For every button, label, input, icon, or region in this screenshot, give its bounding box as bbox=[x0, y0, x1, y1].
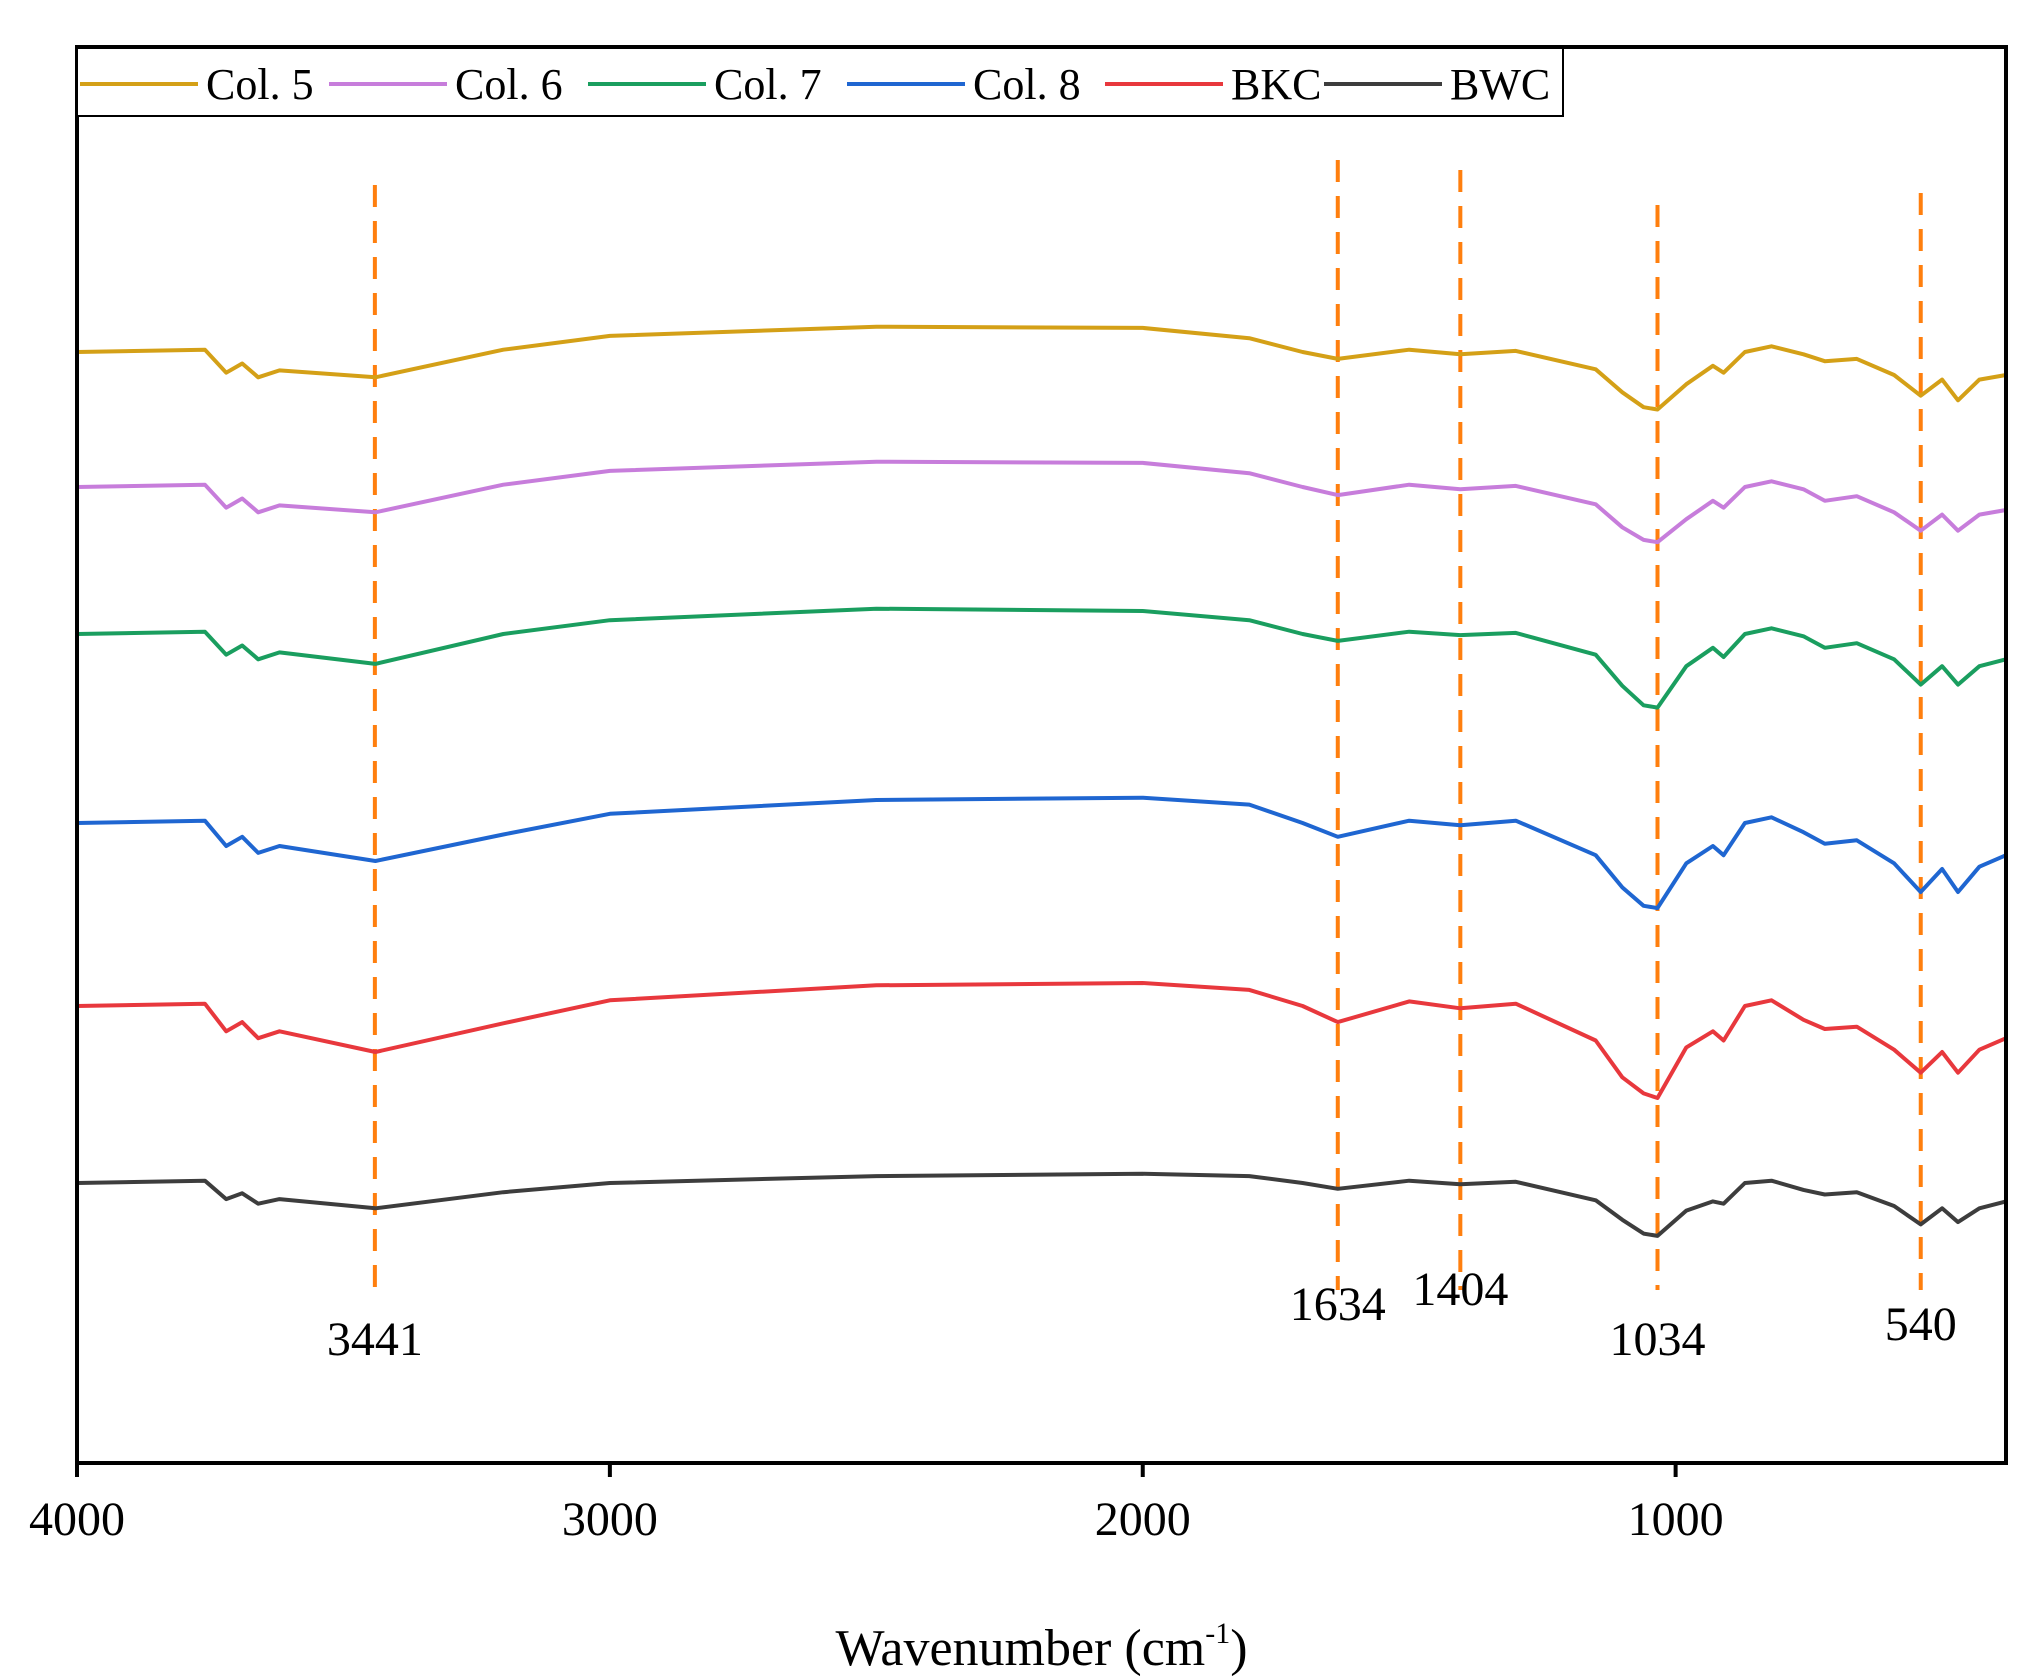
spectra-lines bbox=[76, 324, 2007, 1238]
x-axis-label: Wavenumber (cm-1) bbox=[835, 1617, 1247, 1677]
x-tick-label: 3000 bbox=[562, 1493, 658, 1546]
legend-label: Col. 8 bbox=[973, 60, 1081, 109]
x-axis-label-text: Wavenumber (cm bbox=[835, 1620, 1205, 1677]
series-line-col-7 bbox=[76, 606, 2007, 710]
x-tick-label: 4000 bbox=[29, 1493, 125, 1546]
peak-label-1634: 1634 bbox=[1290, 1278, 1386, 1331]
plot-frame bbox=[75, 45, 2008, 1465]
x-axis-label-close: ) bbox=[1230, 1620, 1247, 1677]
legend: Col. 5 Col. 6 Col. 7 Col. 8 BKC BWC bbox=[76, 47, 1564, 117]
peak-label-540: 540 bbox=[1885, 1298, 1957, 1351]
peak-markers: 3441 1634 1404 1034 540 bbox=[327, 160, 1957, 1366]
legend-label: Col. 7 bbox=[714, 60, 822, 109]
series-line-col-8 bbox=[76, 795, 2007, 911]
series-line-col-5 bbox=[76, 324, 2007, 412]
legend-label: Col. 6 bbox=[455, 60, 563, 109]
peak-label-3441: 3441 bbox=[327, 1313, 423, 1366]
x-tick-label: 1000 bbox=[1628, 1493, 1724, 1546]
x-axis-ticks: 4000 3000 2000 1000 bbox=[29, 1463, 1724, 1546]
legend-label: BWC bbox=[1450, 60, 1550, 109]
x-axis-label-exponent: -1 bbox=[1205, 1617, 1230, 1650]
series-line-bwc bbox=[76, 1171, 2007, 1238]
legend-label: BKC bbox=[1231, 60, 1321, 109]
legend-label: Col. 5 bbox=[206, 60, 314, 109]
series-line-col-6 bbox=[76, 459, 2007, 545]
x-tick-label: 2000 bbox=[1095, 1493, 1191, 1546]
series-line-bkc bbox=[76, 981, 2007, 1100]
peak-label-1034: 1034 bbox=[1610, 1313, 1706, 1366]
legend-box bbox=[76, 47, 1564, 117]
peak-label-1404: 1404 bbox=[1412, 1263, 1508, 1316]
